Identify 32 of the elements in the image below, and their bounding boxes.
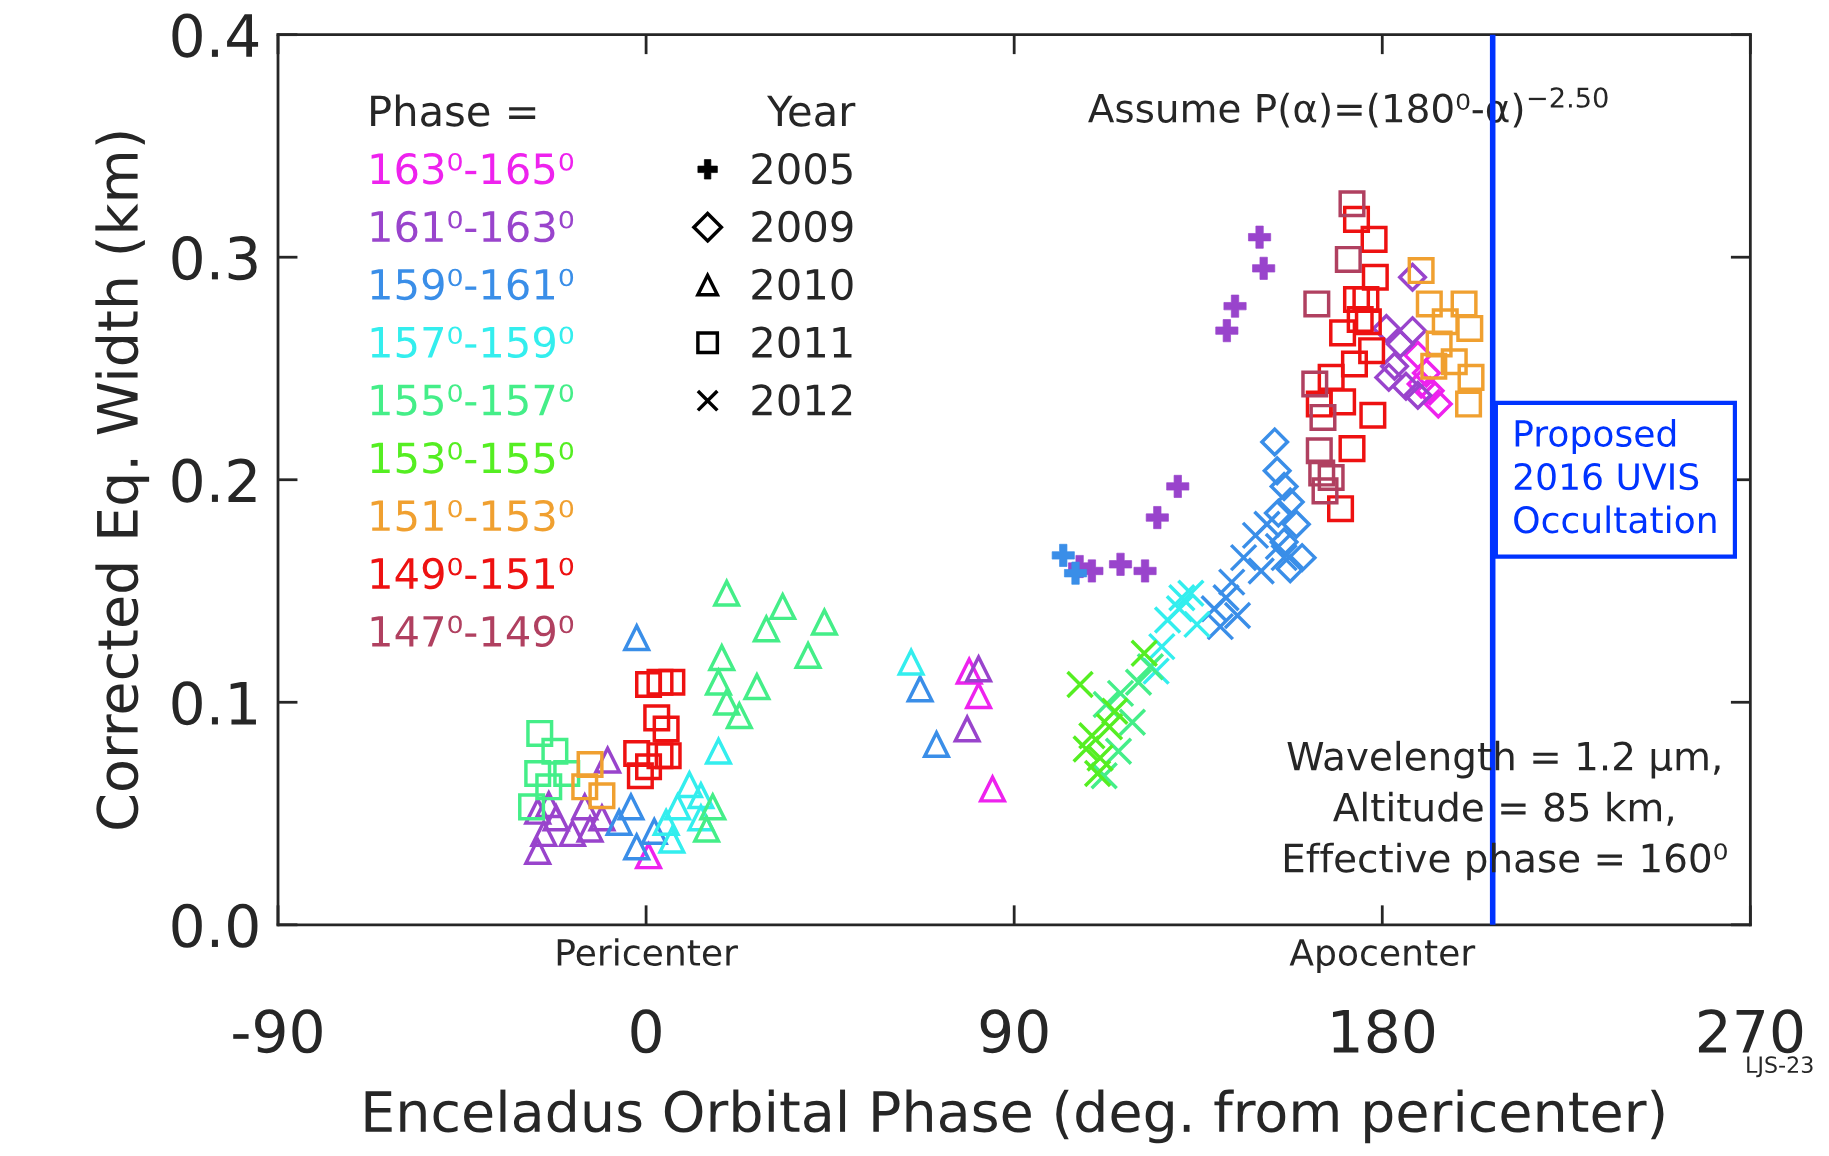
y-axis-title: Corrected Eq. Width (km) xyxy=(95,132,150,829)
x-tick-label: 90 xyxy=(980,1009,1048,1054)
text: 149⁰-151⁰ xyxy=(371,557,574,590)
x-tick-label: 0 xyxy=(631,1009,661,1054)
legend-title: Phase = xyxy=(371,94,536,127)
y-tick-label: 0.1 xyxy=(172,681,256,726)
ref-line-label: Proposed 2016 UVIS Occultation xyxy=(1514,419,1716,534)
text: 157⁰-159⁰ xyxy=(371,326,574,358)
annotation: 2009 xyxy=(752,210,853,243)
y-tick-label: 0.3 xyxy=(172,236,257,281)
x-tick-label: -90 xyxy=(233,1009,322,1054)
y-tick-label: 0.0 xyxy=(172,903,258,948)
text: 163⁰-165⁰ xyxy=(371,152,574,185)
text: 153⁰-155⁰ xyxy=(371,442,574,474)
annotation: 2011 xyxy=(752,326,852,358)
x-tick-label: 180 xyxy=(1333,1009,1435,1054)
text: Apocenter xyxy=(1289,939,1476,974)
text: 161⁰-163⁰ xyxy=(371,210,574,243)
y-tick-label: 0.4 xyxy=(172,13,259,58)
text: 155⁰-157⁰ xyxy=(371,384,574,416)
y-tick-label: 0.2 xyxy=(172,458,256,503)
text: 159⁰-161⁰ xyxy=(371,268,574,301)
annotation: 2012 xyxy=(752,384,852,416)
annotation: 2010 xyxy=(752,268,853,301)
x-axis-title: Enceladus Orbital Phase (deg. from pericenter) xyxy=(365,1089,1664,1144)
annotation: Year xyxy=(767,95,856,127)
text: 151⁰-153⁰ xyxy=(371,499,574,532)
text: Pericenter xyxy=(557,938,738,967)
text: 147⁰-149⁰ xyxy=(371,615,574,648)
x-tick-label: 270 xyxy=(1698,1009,1803,1054)
annotation: 2005 xyxy=(752,152,852,185)
text: LJS-23 xyxy=(1747,1056,1813,1078)
